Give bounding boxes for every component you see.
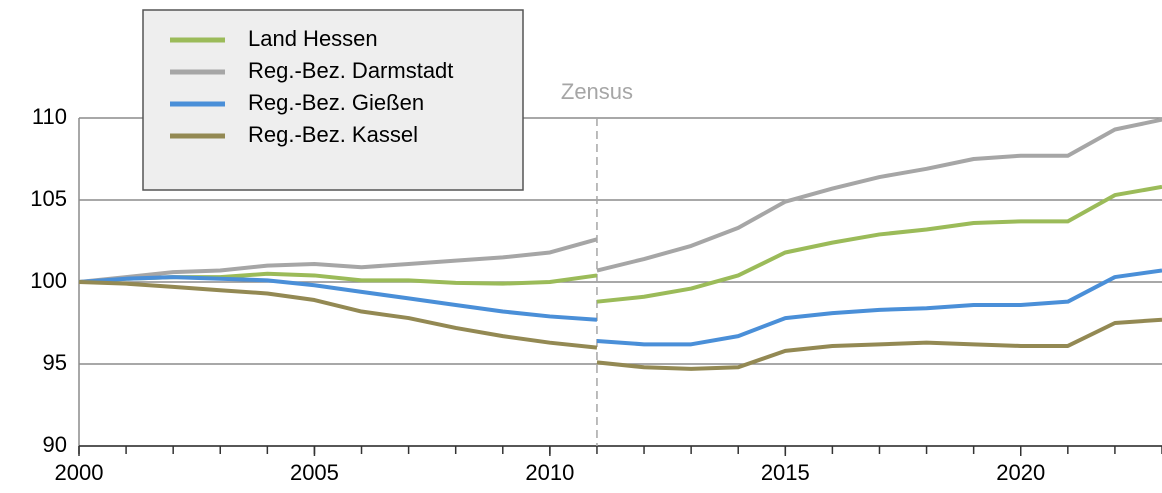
- legend-label: Land Hessen: [248, 26, 378, 51]
- series-line: [78, 184, 1162, 304]
- x-tick-label: 2020: [996, 460, 1045, 485]
- y-tick-label: 90: [43, 432, 67, 457]
- series-line: [78, 280, 1162, 371]
- x-tick-label: 2005: [290, 460, 339, 485]
- legend-label: Reg.-Bez. Kassel: [248, 122, 418, 147]
- x-tick-label: 2000: [55, 460, 104, 485]
- y-tick-label: 105: [30, 186, 67, 211]
- annotation: Zensus: [561, 79, 633, 104]
- legend-label: Reg.-Bez. Darmstadt: [248, 58, 453, 83]
- y-tick-label: 95: [43, 350, 67, 375]
- x-tick-label: 2010: [525, 460, 574, 485]
- x-tick-label: 2015: [761, 460, 810, 485]
- y-tick-label: 110: [32, 104, 67, 129]
- series-line: [78, 117, 1162, 284]
- series-line: [78, 268, 1162, 347]
- y-tick-label: 100: [30, 268, 67, 293]
- legend-label: Reg.-Bez. Gießen: [248, 90, 424, 115]
